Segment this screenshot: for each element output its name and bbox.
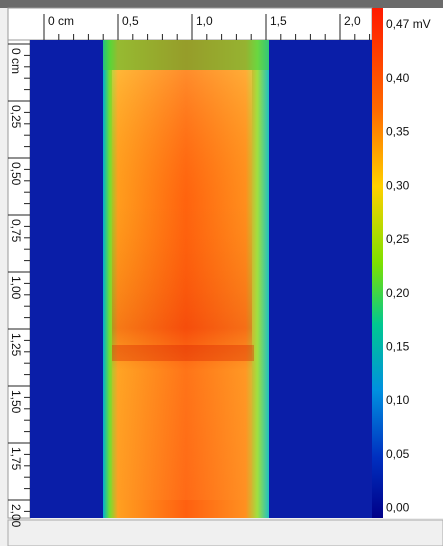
ruler-label: 1,50: [9, 390, 23, 414]
colorbar-label: 0,20: [386, 286, 410, 300]
ruler-label: 2,00: [9, 504, 23, 528]
ruler-label: 1,00: [9, 276, 23, 300]
colorbar-labels-bg: [383, 8, 443, 518]
colorbar-label: 0,05: [386, 447, 410, 461]
colorbar-label: 0,15: [386, 340, 410, 354]
colorbar-label: 0,10: [386, 393, 410, 407]
ruler-label: 0,25: [9, 105, 23, 129]
colorbar: [372, 8, 383, 518]
colorbar-label: 0,35: [386, 125, 410, 139]
ruler-label: 2,0: [344, 14, 361, 28]
ruler-label: 0,75: [9, 219, 23, 243]
colorbar-label: 0,00: [386, 501, 410, 515]
sample-core: [112, 70, 252, 500]
ruler-label: 1,75: [9, 447, 23, 471]
ruler-label: 0,5: [122, 14, 139, 28]
ruler-label: 0,50: [9, 162, 23, 186]
colorbar-label: 0,30: [386, 178, 410, 192]
colorbar-label: 0,25: [386, 232, 410, 246]
status-bar: [7, 519, 443, 546]
ruler-label: 0 cm: [9, 48, 23, 74]
top-border: [0, 0, 443, 8]
colorbar-label: 0,40: [386, 71, 410, 85]
strip-seam: [112, 345, 254, 361]
colorbar-label: 0,47 mV: [386, 17, 431, 31]
strip-top: [103, 40, 269, 70]
ruler-label: 1,0: [196, 14, 213, 28]
ruler-label: 1,5: [270, 14, 287, 28]
ruler-label: 1,25: [9, 333, 23, 357]
ruler-label: 0 cm: [48, 14, 74, 28]
ruler-top: [7, 7, 373, 41]
